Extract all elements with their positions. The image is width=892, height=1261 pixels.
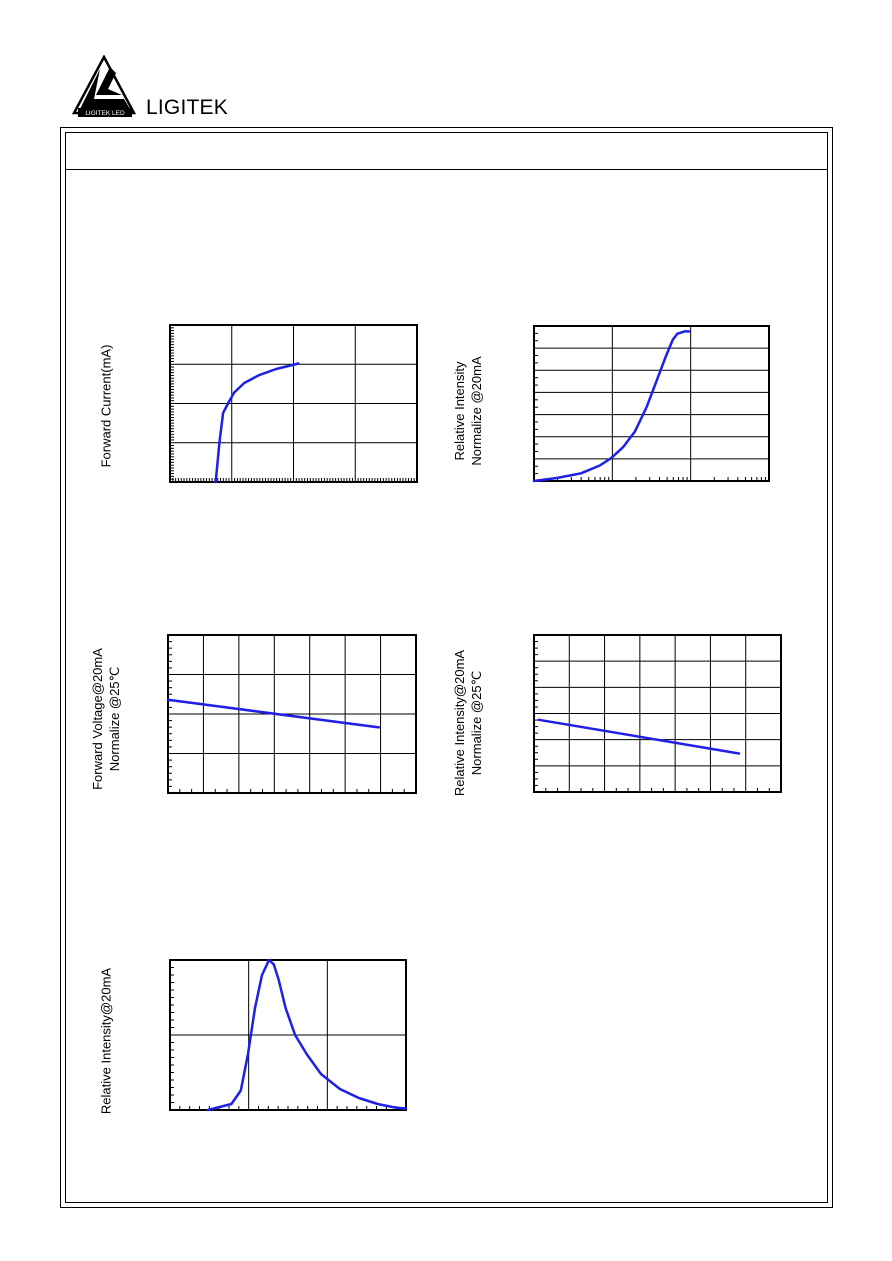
- brand-name: LIGITEK: [146, 96, 228, 119]
- logo-lettering: LIGITEK LED: [85, 110, 125, 117]
- relative-intensity-vs-temperature-chart: [533, 634, 782, 793]
- series-line-0: [537, 718, 741, 755]
- page-frame-inner: [65, 132, 828, 1203]
- ligitek-logo: LIGITEK LED: [72, 55, 136, 117]
- page-frame: [60, 127, 833, 1208]
- header-divider: [65, 169, 828, 170]
- series-line-0: [214, 362, 300, 484]
- series-line-0: [206, 958, 408, 1112]
- chart3-ylabel: Forward Voltage@20mA Normalize @25℃: [90, 648, 122, 790]
- relative-intensity-vs-current-chart: [532, 325, 770, 483]
- chart4-ylabel: Relative Intensity@20mA Normalize @25℃: [452, 649, 484, 797]
- spectral-distribution-chart: [169, 958, 408, 1112]
- forward-voltage-vs-temperature-chart: [166, 634, 417, 794]
- chart2-ylabel: Relative Intensity Normalize @20mA: [452, 356, 484, 466]
- forward-current-chart: [169, 324, 418, 484]
- series-line-0: [532, 330, 691, 483]
- plot-frame: [533, 325, 770, 482]
- plot-frame: [169, 324, 418, 483]
- plot-frame: [169, 959, 407, 1111]
- chart1-ylabel: Forward Current(mA): [98, 344, 114, 468]
- chart5-ylabel: Relative Intensity@20mA: [98, 967, 114, 1115]
- series-line-0: [166, 698, 381, 729]
- plot-frame: [167, 634, 417, 794]
- plot-frame: [533, 634, 782, 793]
